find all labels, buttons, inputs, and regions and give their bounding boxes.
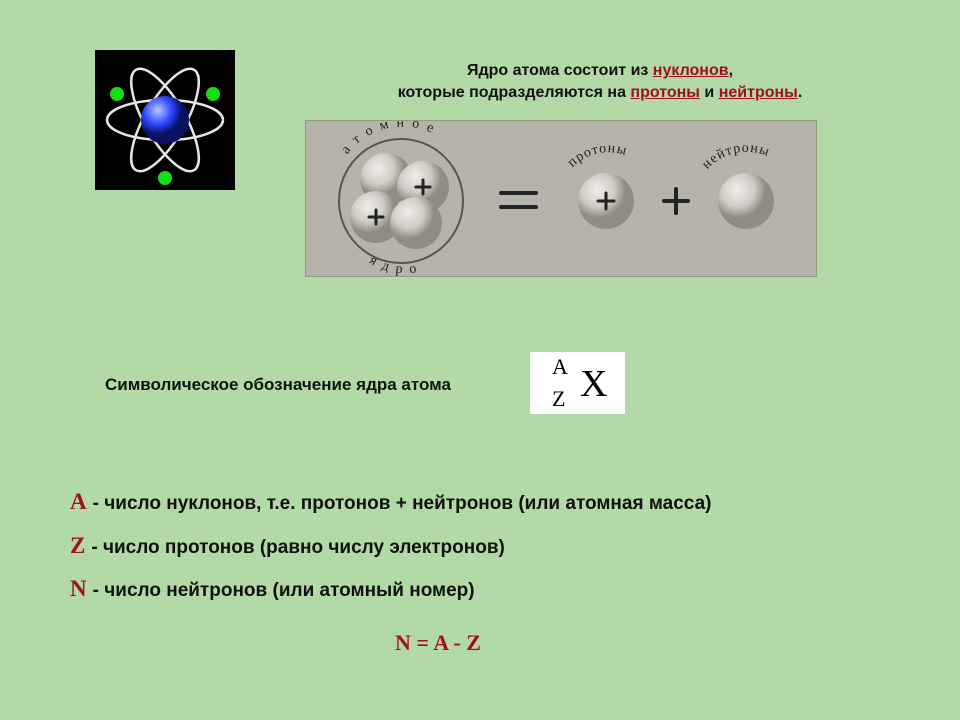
def-Z-text: - число протонов (равно числу электронов… [91,537,505,558]
caption-part: Ядро атома состоит из [467,62,653,79]
label-proton: протоны [565,141,629,170]
slide: Ядро атома состоит из нуклонов, которые … [0,0,960,720]
caption-part: и [700,84,719,101]
formula-Z: Z [552,386,565,411]
def-N-text: - число нейтронов (или атомный номер) [93,580,475,601]
caption-underline-protons: протоны [630,84,700,101]
formula-X: X [580,363,607,405]
svg-text:а т о м н о е: а т о м н о е [339,121,438,157]
def-A-text: - число нуклонов, т.е. протонов + нейтро… [93,493,712,514]
svg-text:протоны: протоны [565,141,629,170]
def-Z: Z - число протонов (равно числу электроно… [70,524,711,568]
def-N-letter: N [70,576,87,601]
caption-part: которые подразделяются на [398,84,631,101]
def-N: N - число нейтронов (или атомный номер) [70,567,711,611]
definitions-list: A - число нуклонов, т.е. протонов + нейтр… [70,480,711,611]
caption-part: . [798,84,802,101]
caption-part: , [729,62,733,79]
symbolic-notation-formula: A Z X [530,352,625,414]
caption-underline-nucleons: нуклонов [653,62,729,79]
symbolic-notation-label: Символическое обозначение ядра атома [105,375,451,395]
atom-illustration [95,50,235,190]
def-A-letter: A [70,489,87,514]
def-Z-letter: Z [70,533,85,558]
svg-text:я д р о: я д р о [367,253,420,276]
caption-text: Ядро атома состоит из нуклонов, которые … [300,60,900,105]
label-core: я д р о [367,253,420,276]
def-A: A - число нуклонов, т.е. протонов + нейтр… [70,480,711,524]
label-atom: а т о м н о е [339,121,438,157]
label-neutron: нейтроны [699,141,771,173]
formula-NAZ: N = A - Z [395,630,481,656]
caption-underline-neutrons: нейтроны [719,84,798,101]
svg-text:нейтроны: нейтроны [699,141,771,173]
formula-A: A [552,354,568,379]
nucleus-equation-diagram: а т о м н о е я д р о протоны нейтроны [305,120,817,277]
